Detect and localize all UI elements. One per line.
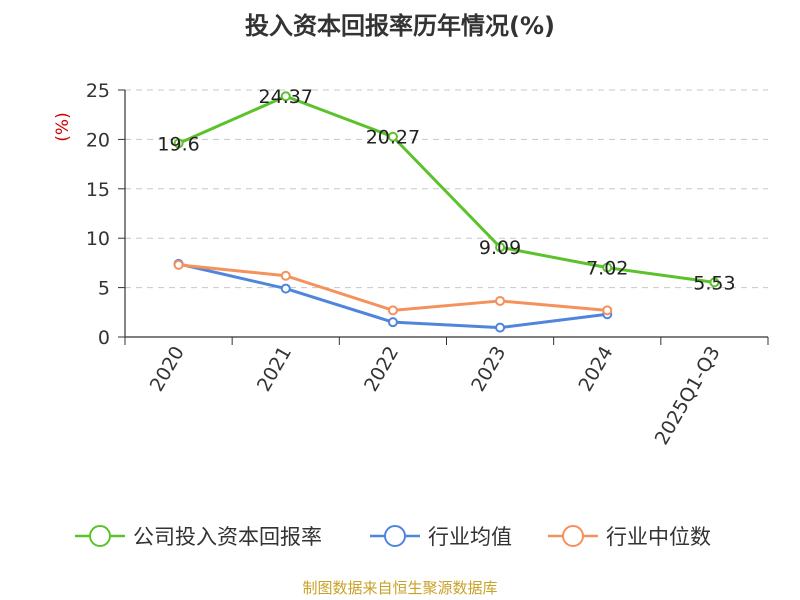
- data-point: [173, 259, 184, 270]
- data-point: [387, 305, 398, 316]
- legend-label: 行业均值: [428, 525, 512, 549]
- y-axis-label: (%): [53, 112, 73, 141]
- data-label: 19.6: [157, 133, 199, 155]
- data-label: 9.09: [479, 237, 521, 259]
- legend-item-3: 行业中位数: [548, 525, 711, 549]
- legend-item-2: 行业均值: [370, 525, 512, 549]
- data-point: [280, 283, 291, 294]
- x-tick-label: 2020: [146, 343, 189, 396]
- series-group: 19.6 24.37 20.27 9.09 7.02 5.53: [157, 86, 736, 333]
- x-tick-label: 2025Q1-Q3: [651, 343, 725, 449]
- y-tick-label: 10: [86, 228, 110, 250]
- data-label: 24.37: [259, 86, 313, 108]
- data-point: [280, 91, 291, 102]
- x-tick-labels: 2020 2021 2022 2023 2024 2025Q1-Q3: [146, 343, 725, 449]
- data-label: 7.02: [586, 258, 628, 280]
- legend-item-1: 公司投入资本回报率: [75, 525, 322, 549]
- data-point: [495, 322, 506, 333]
- legend-marker: [89, 525, 111, 547]
- data-label: 5.53: [693, 272, 735, 294]
- chart-title: 投入资本回报率历年情况(%): [245, 12, 555, 40]
- series-3: [173, 259, 613, 316]
- data-point: [602, 262, 613, 273]
- legend: 公司投入资本回报率 行业均值 行业中位数: [75, 525, 711, 549]
- data-point: [495, 242, 506, 253]
- x-tick-label: 2023: [467, 343, 510, 396]
- legend-label: 公司投入资本回报率: [133, 525, 322, 549]
- data-point: [495, 295, 506, 306]
- y-tick-label: 25: [86, 80, 110, 102]
- grid-lines: [125, 89, 768, 289]
- y-tick-label: 20: [86, 129, 110, 151]
- x-tick-label: 2021: [253, 343, 296, 396]
- series-line: [177, 94, 715, 284]
- y-tick-label: 15: [86, 179, 110, 201]
- legend-label: 行业中位数: [606, 525, 711, 549]
- y-tick-label: 5: [98, 278, 110, 300]
- data-point: [387, 317, 398, 328]
- source-note: 制图数据来自恒生聚源数据库: [302, 579, 498, 597]
- data-label: 20.27: [366, 127, 420, 149]
- legend-marker: [384, 525, 406, 547]
- data-point: [387, 131, 398, 142]
- data-point: [602, 305, 613, 316]
- data-point: [280, 270, 291, 281]
- y-tick-labels: 0 5 10 15 20 25: [86, 80, 110, 349]
- x-tick-label: 2024: [574, 343, 617, 396]
- legend-marker: [562, 525, 584, 547]
- x-tick-label: 2022: [360, 343, 403, 396]
- data-point: [173, 138, 184, 149]
- axes: [118, 89, 769, 345]
- series-1: 19.6 24.37 20.27 9.09 7.02 5.53: [157, 86, 735, 294]
- y-tick-label: 0: [98, 327, 110, 349]
- data-point: [709, 277, 720, 288]
